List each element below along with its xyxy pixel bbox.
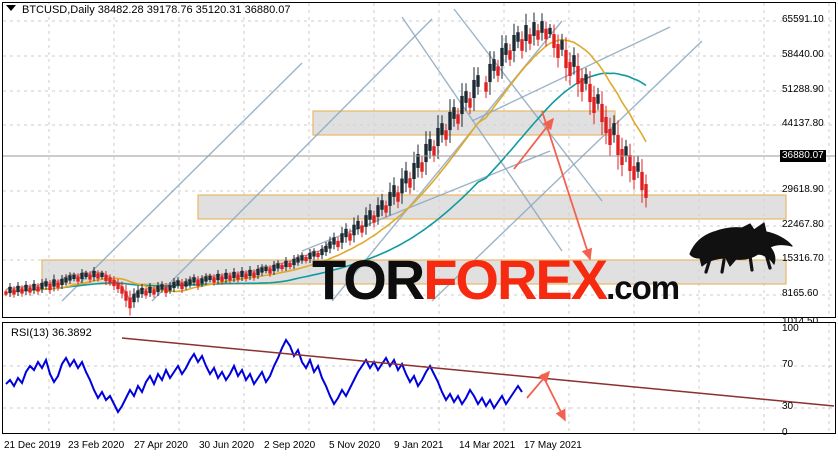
current-price-label: 36880.07 bbox=[780, 150, 826, 162]
rsi-axis: 100 70 30 0 bbox=[778, 322, 838, 438]
ma-line-fast bbox=[9, 38, 647, 293]
trendline[interactable] bbox=[61, 62, 303, 302]
rsi-plot-area[interactable] bbox=[3, 323, 835, 433]
date-axis-tick: 30 Jun 2020 bbox=[199, 440, 255, 451]
price-plot-area[interactable] bbox=[3, 3, 835, 317]
date-axis-tick: 5 Nov 2020 bbox=[329, 440, 381, 451]
candlestick-series bbox=[4, 12, 648, 316]
rsi-axis-tick: 30 bbox=[782, 401, 794, 412]
price-axis-tick: 65591.10 bbox=[782, 14, 824, 25]
rsi-line bbox=[5, 338, 523, 414]
date-axis-tick: 14 Mar 2021 bbox=[459, 440, 516, 451]
trendline[interactable] bbox=[401, 16, 563, 252]
date-axis: 21 Dec 2019 23 Feb 2020 27 Apr 2020 30 Jun … bbox=[0, 436, 838, 458]
price-axis-tick: 44137.80 bbox=[782, 118, 824, 129]
rsi-axis-tick: 70 bbox=[782, 359, 794, 370]
price-axis-tick: 58440.00 bbox=[782, 49, 824, 60]
price-axis-tick: 1014.50 bbox=[782, 317, 818, 327]
rsi-arrow-down[interactable] bbox=[541, 373, 566, 422]
trendline[interactable] bbox=[453, 8, 603, 202]
rsi-chart-svg bbox=[3, 323, 835, 433]
date-axis-tick: 21 Dec 2019 bbox=[4, 440, 61, 451]
date-axis-tick: 9 Jan 2021 bbox=[394, 440, 444, 451]
resistance-zone-mid bbox=[197, 194, 787, 220]
support-zone-lower bbox=[41, 259, 787, 285]
resistance-zone-upper bbox=[312, 110, 616, 136]
trendline[interactable] bbox=[431, 40, 703, 302]
price-axis-tick: 29618.90 bbox=[782, 184, 824, 195]
triangle-down-icon[interactable] bbox=[6, 5, 16, 11]
date-axis-tick: 23 Feb 2020 bbox=[68, 440, 125, 451]
price-chart-svg bbox=[3, 3, 835, 317]
price-axis-tick: 51288.90 bbox=[782, 84, 824, 95]
trendline[interactable] bbox=[151, 18, 433, 302]
rsi-header: RSI(13) 36.3892 bbox=[9, 327, 94, 339]
rsi-indicator-panel[interactable]: RSI(13) 36.3892 bbox=[2, 322, 836, 434]
price-arrow-down[interactable] bbox=[541, 110, 593, 261]
price-axis-tick: 15316.70 bbox=[782, 253, 824, 264]
date-axis-tick: 27 Apr 2020 bbox=[134, 440, 188, 451]
price-axis-tick: 22467.80 bbox=[782, 219, 824, 230]
symbol-header: BTCUSD,Daily 38482.28 39178.76 35120.31 … bbox=[20, 4, 293, 16]
price-axis-tick: 8165.60 bbox=[782, 288, 819, 299]
price-chart-panel[interactable] bbox=[2, 2, 836, 318]
rsi-trendline[interactable] bbox=[121, 337, 835, 407]
rsi-axis-tick: 100 bbox=[782, 323, 799, 334]
rsi-arrow-up[interactable] bbox=[526, 370, 551, 399]
date-axis-tick: 17 May 2021 bbox=[524, 440, 582, 451]
rsi-axis-tick: 0 bbox=[782, 427, 788, 438]
price-axis: 65591.10 58440.00 51288.90 44137.80 36880.07… bbox=[778, 2, 838, 327]
date-axis-tick: 2 Sep 2020 bbox=[264, 440, 316, 451]
